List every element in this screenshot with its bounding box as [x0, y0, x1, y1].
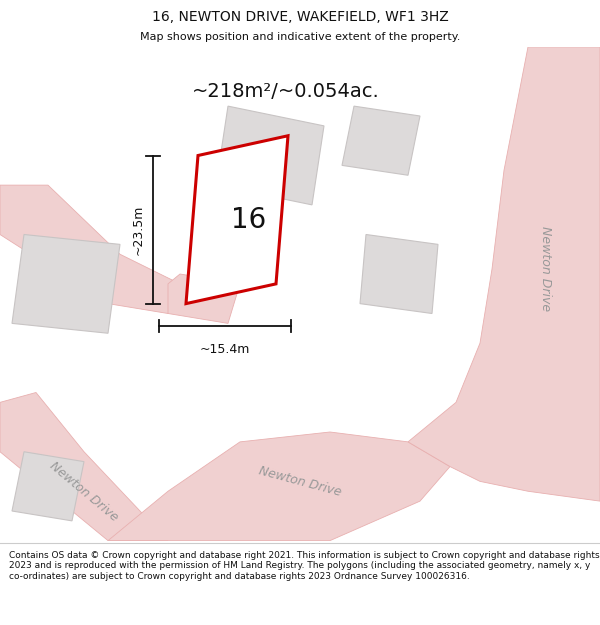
Text: 16: 16 — [232, 206, 266, 234]
Text: Newton Drive: Newton Drive — [257, 464, 343, 499]
Polygon shape — [12, 234, 120, 333]
Polygon shape — [0, 185, 180, 314]
Polygon shape — [360, 234, 438, 314]
Text: Map shows position and indicative extent of the property.: Map shows position and indicative extent… — [140, 32, 460, 42]
Polygon shape — [12, 452, 84, 521]
Text: ~23.5m: ~23.5m — [131, 204, 145, 255]
Text: ~15.4m: ~15.4m — [200, 343, 250, 356]
Polygon shape — [342, 106, 420, 175]
Polygon shape — [186, 136, 288, 304]
Polygon shape — [0, 392, 168, 541]
Polygon shape — [408, 47, 600, 501]
Text: ~218m²/~0.054ac.: ~218m²/~0.054ac. — [192, 82, 380, 101]
Text: 16, NEWTON DRIVE, WAKEFIELD, WF1 3HZ: 16, NEWTON DRIVE, WAKEFIELD, WF1 3HZ — [152, 10, 448, 24]
Polygon shape — [168, 274, 240, 323]
Text: Newton Drive: Newton Drive — [539, 226, 553, 312]
Text: Newton Drive: Newton Drive — [47, 459, 121, 524]
Polygon shape — [216, 106, 324, 205]
Text: Contains OS data © Crown copyright and database right 2021. This information is : Contains OS data © Crown copyright and d… — [9, 551, 599, 581]
Polygon shape — [108, 432, 450, 541]
